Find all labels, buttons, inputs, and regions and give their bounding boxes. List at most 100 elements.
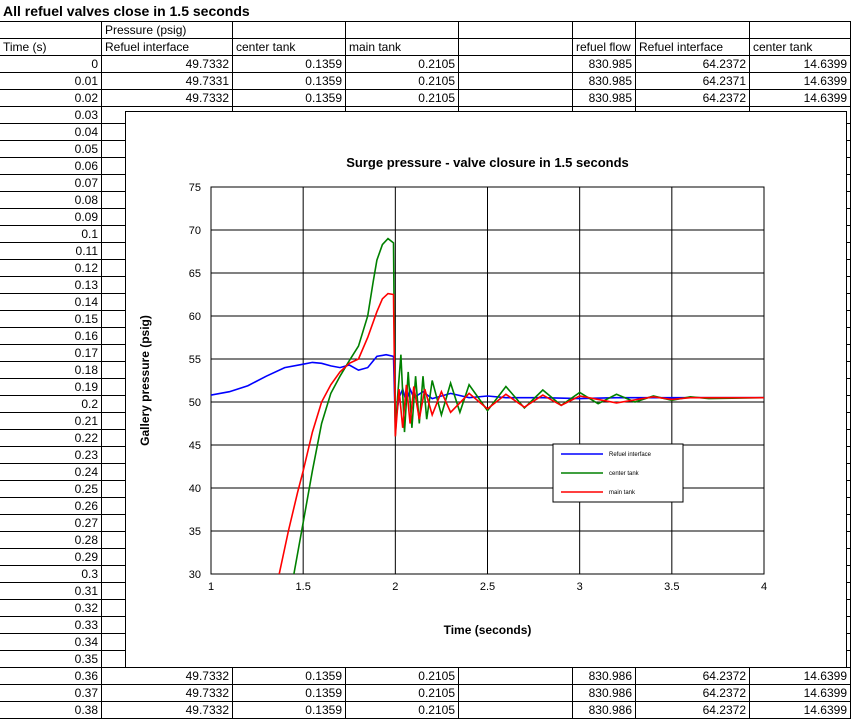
time-cell[interactable]: 0.3 — [0, 566, 102, 583]
center-tank-cell[interactable]: 0.1359 — [233, 668, 346, 685]
chart-title: Surge pressure - valve closure in 1.5 se… — [346, 155, 629, 170]
time-cell[interactable]: 0.19 — [0, 379, 102, 396]
time-cell[interactable]: 0.21 — [0, 413, 102, 430]
time-cell[interactable]: 0.14 — [0, 294, 102, 311]
column-header[interactable]: Refuel interface — [102, 39, 233, 56]
empty-cell[interactable] — [459, 73, 573, 90]
time-cell[interactable]: 0.07 — [0, 175, 102, 192]
time-cell[interactable]: 0.17 — [0, 345, 102, 362]
refuel-flow-cell[interactable]: 830.986 — [573, 668, 636, 685]
time-cell[interactable]: 0.03 — [0, 107, 102, 124]
column-header[interactable]: Time (s) — [0, 39, 102, 56]
header-cell[interactable] — [750, 22, 851, 39]
refuel-flow-cell[interactable]: 830.985 — [573, 73, 636, 90]
refuel-interface-cell[interactable]: 49.7332 — [102, 702, 233, 719]
y-axis-label: Gallery pressure (psig) — [138, 315, 152, 446]
refuel-flow-cell[interactable]: 830.985 — [573, 56, 636, 73]
time-cell[interactable]: 0.16 — [0, 328, 102, 345]
time-cell[interactable]: 0.02 — [0, 90, 102, 107]
refuel-flow-cell[interactable]: 830.985 — [573, 90, 636, 107]
column-header[interactable]: Refuel interface — [636, 39, 750, 56]
header-cell[interactable] — [573, 22, 636, 39]
refuel-interface-2-cell[interactable]: 64.2372 — [636, 56, 750, 73]
refuel-interface-cell[interactable]: 49.7331 — [102, 73, 233, 90]
main-tank-cell[interactable]: 0.2105 — [346, 685, 459, 702]
center-tank-2-cell[interactable]: 14.6399 — [750, 73, 851, 90]
time-cell[interactable]: 0.24 — [0, 464, 102, 481]
center-tank-cell[interactable]: 0.1359 — [233, 702, 346, 719]
empty-cell[interactable] — [459, 56, 573, 73]
chart-area[interactable]: 1 1.5 2 2.5 3 3.5 4 30 35 40 45 50 55 60 65 70 75 Surge p… — [125, 111, 847, 668]
time-cell[interactable]: 0.38 — [0, 702, 102, 719]
refuel-interface-cell[interactable]: 49.7332 — [102, 90, 233, 107]
time-cell[interactable]: 0.35 — [0, 651, 102, 668]
time-cell[interactable]: 0.2 — [0, 396, 102, 413]
time-cell[interactable]: 0.23 — [0, 447, 102, 464]
time-cell[interactable]: 0 — [0, 56, 102, 73]
time-cell[interactable]: 0.05 — [0, 141, 102, 158]
refuel-interface-cell[interactable]: 49.7332 — [102, 668, 233, 685]
time-cell[interactable]: 0.1 — [0, 226, 102, 243]
time-cell[interactable]: 0.04 — [0, 124, 102, 141]
refuel-interface-cell[interactable]: 49.7332 — [102, 685, 233, 702]
refuel-interface-cell[interactable]: 49.7332 — [102, 56, 233, 73]
time-cell[interactable]: 0.29 — [0, 549, 102, 566]
column-header[interactable]: main tank — [346, 39, 459, 56]
column-header[interactable]: center tank — [233, 39, 346, 56]
time-cell[interactable]: 0.36 — [0, 668, 102, 685]
refuel-interface-2-cell[interactable]: 64.2372 — [636, 685, 750, 702]
main-tank-cell[interactable]: 0.2105 — [346, 56, 459, 73]
header-cell[interactable] — [636, 22, 750, 39]
center-tank-cell[interactable]: 0.1359 — [233, 685, 346, 702]
time-cell[interactable]: 0.09 — [0, 209, 102, 226]
empty-cell[interactable] — [459, 685, 573, 702]
time-cell[interactable]: 0.28 — [0, 532, 102, 549]
main-tank-cell[interactable]: 0.2105 — [346, 702, 459, 719]
main-tank-cell[interactable]: 0.2105 — [346, 668, 459, 685]
column-header[interactable]: refuel flow — [573, 39, 636, 56]
refuel-interface-2-cell[interactable]: 64.2372 — [636, 702, 750, 719]
time-cell[interactable]: 0.26 — [0, 498, 102, 515]
time-cell[interactable]: 0.15 — [0, 311, 102, 328]
center-tank-2-cell[interactable]: 14.6399 — [750, 90, 851, 107]
time-cell[interactable]: 0.37 — [0, 685, 102, 702]
time-cell[interactable]: 0.13 — [0, 277, 102, 294]
header-pressure[interactable]: Pressure (psig) — [102, 22, 233, 39]
time-cell[interactable]: 0.12 — [0, 260, 102, 277]
column-header[interactable] — [459, 39, 573, 56]
center-tank-cell[interactable]: 0.1359 — [233, 73, 346, 90]
time-cell[interactable]: 0.01 — [0, 73, 102, 90]
refuel-interface-2-cell[interactable]: 64.2371 — [636, 73, 750, 90]
refuel-interface-2-cell[interactable]: 64.2372 — [636, 90, 750, 107]
center-tank-2-cell[interactable]: 14.6399 — [750, 56, 851, 73]
header-cell[interactable] — [0, 22, 102, 39]
time-cell[interactable]: 0.25 — [0, 481, 102, 498]
empty-cell[interactable] — [459, 90, 573, 107]
empty-cell[interactable] — [459, 702, 573, 719]
time-cell[interactable]: 0.06 — [0, 158, 102, 175]
time-cell[interactable]: 0.32 — [0, 600, 102, 617]
header-cell[interactable] — [233, 22, 346, 39]
center-tank-2-cell[interactable]: 14.6399 — [750, 685, 851, 702]
empty-cell[interactable] — [459, 668, 573, 685]
refuel-flow-cell[interactable]: 830.986 — [573, 685, 636, 702]
time-cell[interactable]: 0.11 — [0, 243, 102, 260]
column-header[interactable]: center tank — [750, 39, 851, 56]
refuel-flow-cell[interactable]: 830.986 — [573, 702, 636, 719]
center-tank-2-cell[interactable]: 14.6399 — [750, 668, 851, 685]
time-cell[interactable]: 0.33 — [0, 617, 102, 634]
time-cell[interactable]: 0.27 — [0, 515, 102, 532]
header-cell[interactable] — [346, 22, 459, 39]
time-cell[interactable]: 0.31 — [0, 583, 102, 600]
time-cell[interactable]: 0.08 — [0, 192, 102, 209]
time-cell[interactable]: 0.18 — [0, 362, 102, 379]
center-tank-2-cell[interactable]: 14.6399 — [750, 702, 851, 719]
header-cell[interactable] — [459, 22, 573, 39]
time-cell[interactable]: 0.34 — [0, 634, 102, 651]
main-tank-cell[interactable]: 0.2105 — [346, 73, 459, 90]
main-tank-cell[interactable]: 0.2105 — [346, 90, 459, 107]
refuel-interface-2-cell[interactable]: 64.2372 — [636, 668, 750, 685]
center-tank-cell[interactable]: 0.1359 — [233, 90, 346, 107]
time-cell[interactable]: 0.22 — [0, 430, 102, 447]
center-tank-cell[interactable]: 0.1359 — [233, 56, 346, 73]
